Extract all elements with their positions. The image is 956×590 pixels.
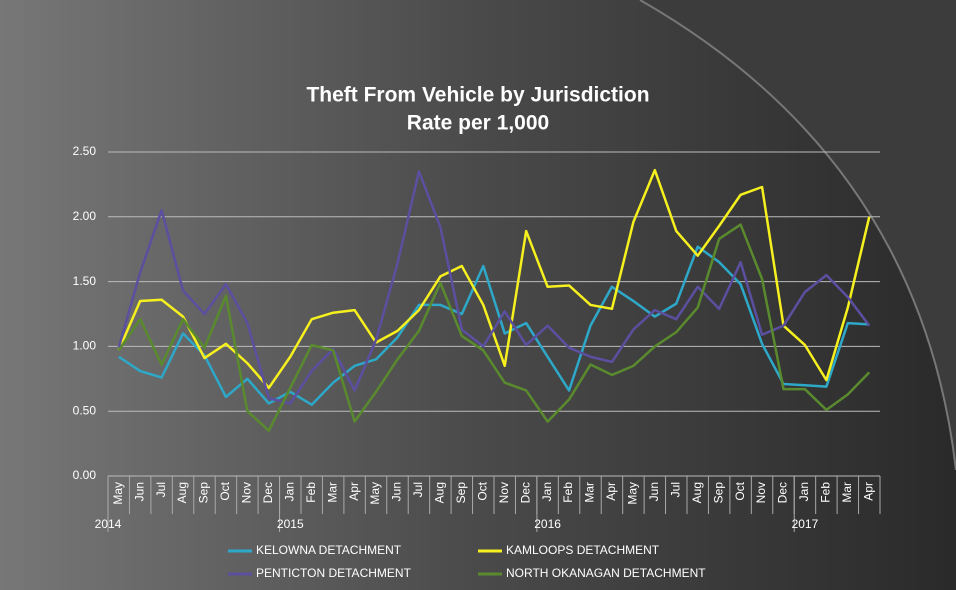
x-tick-label: Sep	[454, 482, 468, 504]
year-label: 2014	[95, 517, 122, 531]
legend-label: NORTH OKANAGAN DETACHMENT	[506, 566, 706, 580]
x-tick-label: Apr	[347, 482, 361, 501]
chart-title: Theft From Vehicle by Jurisdiction	[306, 84, 649, 107]
series-line	[117, 170, 871, 405]
x-tick-label: Feb	[561, 482, 575, 503]
x-tick-label: Dec	[518, 482, 532, 503]
series-line	[118, 245, 870, 406]
year-label: 2016	[534, 517, 561, 531]
legend-label: PENTICTON DETACHMENT	[256, 566, 412, 580]
y-tick-label: 0.00	[73, 468, 97, 482]
series-line	[117, 168, 871, 390]
x-tick-label: Jul	[668, 482, 682, 497]
x-tick-label: Mar	[583, 482, 597, 503]
x-tick-label: Aug	[175, 482, 189, 503]
x-tick-label: Jun	[647, 482, 661, 501]
chart-subtitle: Rate per 1,000	[407, 112, 549, 135]
y-tick-label: 1.00	[73, 339, 97, 353]
x-tick-label: Nov	[497, 482, 511, 503]
x-tick-label: Dec	[776, 482, 790, 503]
legend-label: KAMLOOPS DETACHMENT	[506, 543, 660, 557]
x-tick-label: Jan	[540, 482, 554, 501]
year-label: 2017	[792, 517, 819, 531]
year-label: 2015	[277, 517, 304, 531]
x-tick-label: Sep	[197, 482, 211, 504]
x-tick-label: Oct	[218, 481, 232, 500]
series-line	[117, 223, 871, 432]
x-tick-label: Oct	[733, 481, 747, 500]
x-tick-label: Aug	[433, 482, 447, 503]
x-tick-label: May	[626, 482, 640, 505]
x-tick-label: Jul	[154, 482, 168, 497]
background-arc	[640, 0, 956, 470]
x-tick-label: Apr	[861, 482, 875, 501]
x-tick-label: Nov	[754, 482, 768, 503]
x-tick-label: Oct	[475, 481, 489, 500]
y-tick-label: 2.50	[73, 144, 97, 158]
x-tick-label: Nov	[240, 482, 254, 503]
x-tick-label: Aug	[690, 482, 704, 503]
x-tick-label: May	[111, 482, 125, 505]
y-tick-label: 0.50	[73, 403, 97, 417]
x-tick-label: Jan	[282, 482, 296, 501]
x-tick-label: Feb	[819, 482, 833, 503]
x-tick-label: Jan	[797, 482, 811, 501]
x-tick-label: Feb	[304, 482, 318, 503]
legend-label: KELOWNA DETACHMENT	[256, 543, 402, 557]
x-tick-label: Mar	[325, 482, 339, 503]
x-tick-label: Sep	[711, 482, 725, 504]
x-tick-label: Dec	[261, 482, 275, 503]
background-arc-edge	[639, 0, 956, 471]
x-tick-label: Jun	[390, 482, 404, 501]
x-tick-label: Jul	[411, 482, 425, 497]
x-tick-label: Mar	[840, 482, 854, 503]
x-tick-label: Apr	[604, 482, 618, 501]
y-tick-label: 1.50	[73, 274, 97, 288]
y-tick-label: 2.00	[73, 209, 97, 223]
x-tick-label: Jun	[132, 482, 146, 501]
x-tick-label: May	[368, 482, 382, 505]
